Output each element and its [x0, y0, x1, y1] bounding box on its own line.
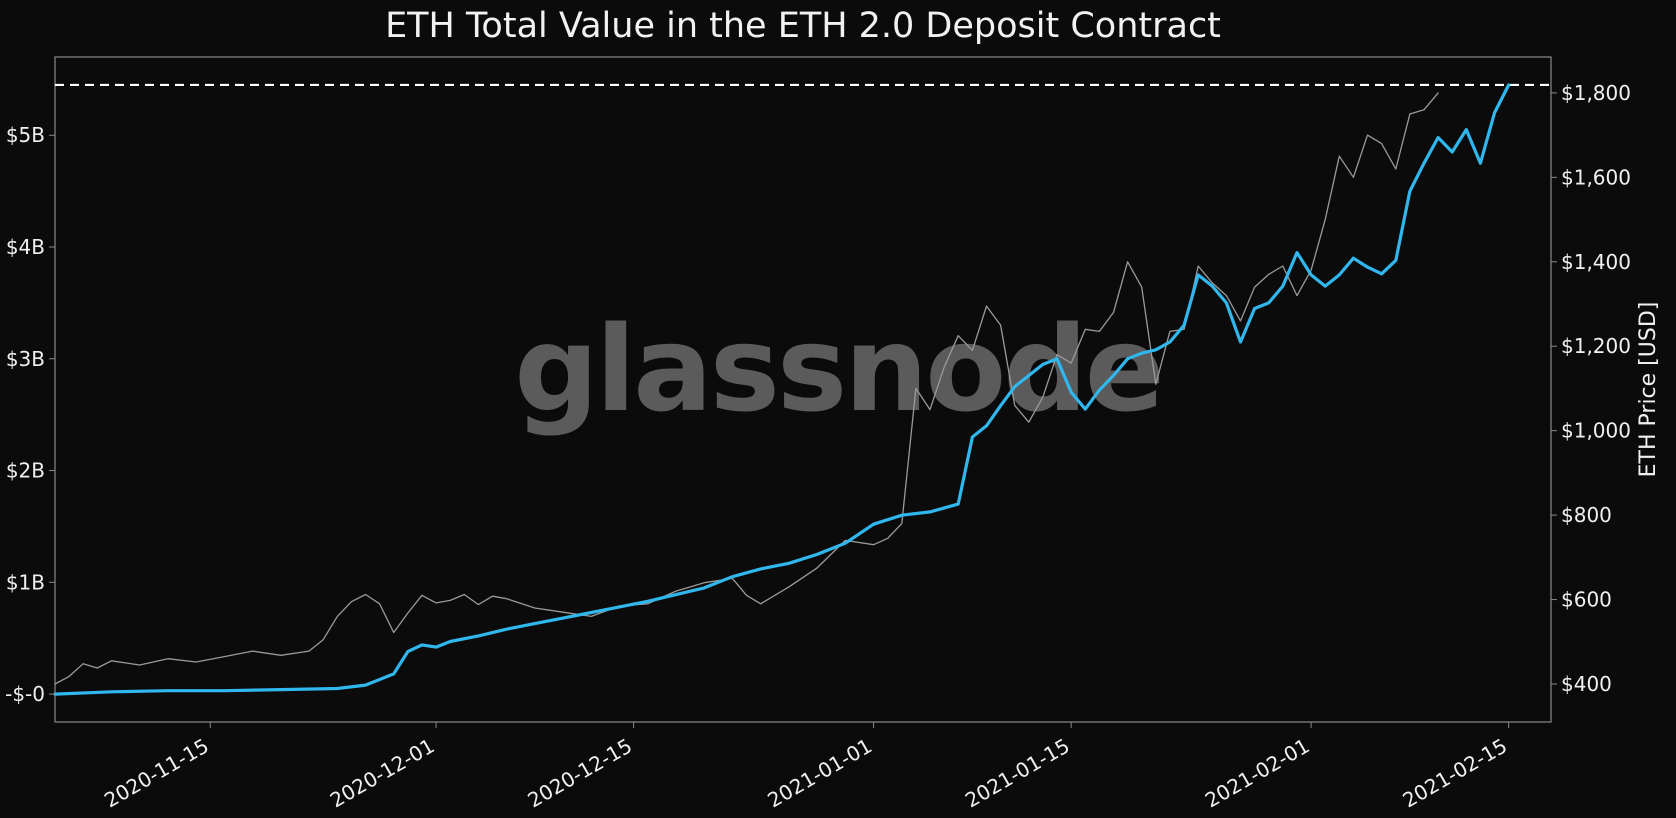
- right-tick-label: $1,000: [1561, 419, 1631, 443]
- right-tick-label: $1,200: [1561, 334, 1631, 358]
- series-layer: [53, 83, 1511, 696]
- deposit-value-line: [53, 83, 1511, 696]
- chart-title: ETH Total Value in the ETH 2.0 Deposit C…: [385, 6, 1221, 46]
- left-tick-label: $5B: [6, 123, 45, 147]
- left-tick-label: $1B: [6, 570, 45, 594]
- left-tick-label: $3B: [6, 347, 45, 371]
- right-tick-label: $1,400: [1561, 250, 1631, 274]
- left-axis: -$-0 $1B $2B $3B $4B $5B: [5, 123, 55, 706]
- right-axis-label: ETH Price [USD]: [1636, 302, 1661, 478]
- right-tick-label: $600: [1561, 588, 1612, 612]
- left-tick-label: $2B: [6, 459, 45, 483]
- right-tick-label: $1,600: [1561, 165, 1631, 189]
- right-axis: $400 $600 $800 $1,000 $1,200 $1,400 $1,600 $1,8…: [1551, 81, 1631, 696]
- eth-price-line: [54, 92, 1439, 685]
- right-tick-label: $800: [1561, 503, 1612, 527]
- plot-frame: [54, 56, 1552, 723]
- right-tick-label: $1,800: [1561, 81, 1631, 105]
- left-tick-label: -$-0: [5, 682, 45, 706]
- watermark-logo: glassnode: [514, 300, 1162, 438]
- right-tick-label: $400: [1561, 672, 1612, 696]
- left-tick-label: $4B: [6, 235, 45, 259]
